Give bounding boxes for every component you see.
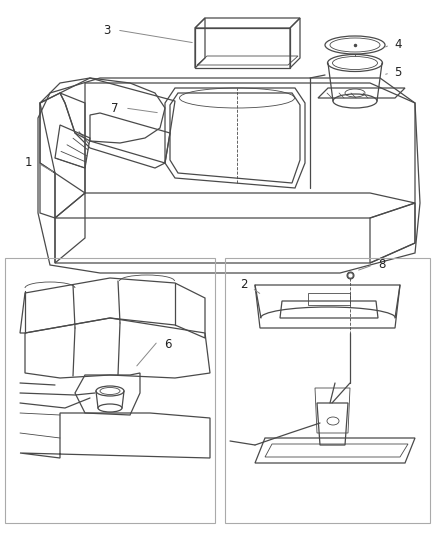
- Text: 6: 6: [164, 338, 172, 351]
- Text: 5: 5: [394, 67, 402, 79]
- Text: 8: 8: [378, 259, 386, 271]
- Text: 3: 3: [103, 23, 111, 36]
- Text: 4: 4: [394, 38, 402, 52]
- Text: 1: 1: [24, 157, 32, 169]
- Text: 2: 2: [240, 279, 248, 292]
- Text: 7: 7: [111, 101, 119, 115]
